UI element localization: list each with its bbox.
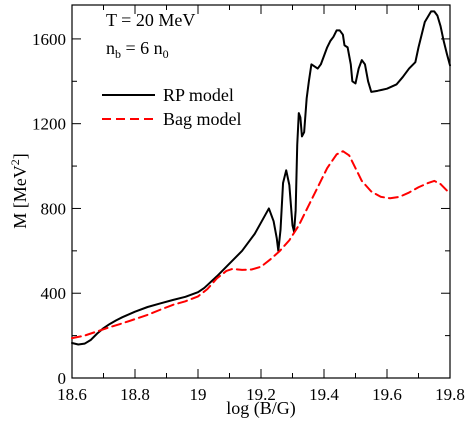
x-tick-label: 19	[190, 385, 207, 404]
x-tick-label: 19.6	[372, 385, 402, 404]
series-layer	[71, 10, 451, 346]
x-tick-label: 19.2	[246, 385, 276, 404]
x-tick-label: 18.6	[57, 385, 87, 404]
y-tick-label: 1600	[32, 30, 66, 49]
x-tick-label: 19.4	[309, 385, 339, 404]
legend-label-rp: RP model	[163, 85, 234, 105]
legend-label-bag: Bag model	[163, 109, 242, 129]
y-tick-label: 400	[41, 284, 67, 303]
y-tick-label: 1200	[32, 115, 66, 134]
legend: RP model Bag model	[102, 85, 242, 129]
y-tick-label: 800	[41, 199, 67, 218]
annotation-temperature: T = 20 MeV	[106, 10, 195, 30]
y-tick-label: 0	[58, 369, 67, 388]
axis-ticks	[71, 5, 451, 379]
series-line-bag-model	[71, 150, 451, 340]
x-axis-label: log (B/G)	[226, 398, 296, 419]
x-tick-label: 19.8	[435, 385, 465, 404]
series-line-rp-model	[71, 10, 451, 346]
y-axis-label: M [MeV2]	[8, 153, 30, 229]
annotation-density: nb = 6 n0	[106, 38, 169, 61]
axis-tick-labels: 18.6 18.8 19 19.2 19.4 19.6 19.8 0 400 800 1200 160…	[32, 30, 465, 404]
x-tick-label: 18.8	[120, 385, 150, 404]
